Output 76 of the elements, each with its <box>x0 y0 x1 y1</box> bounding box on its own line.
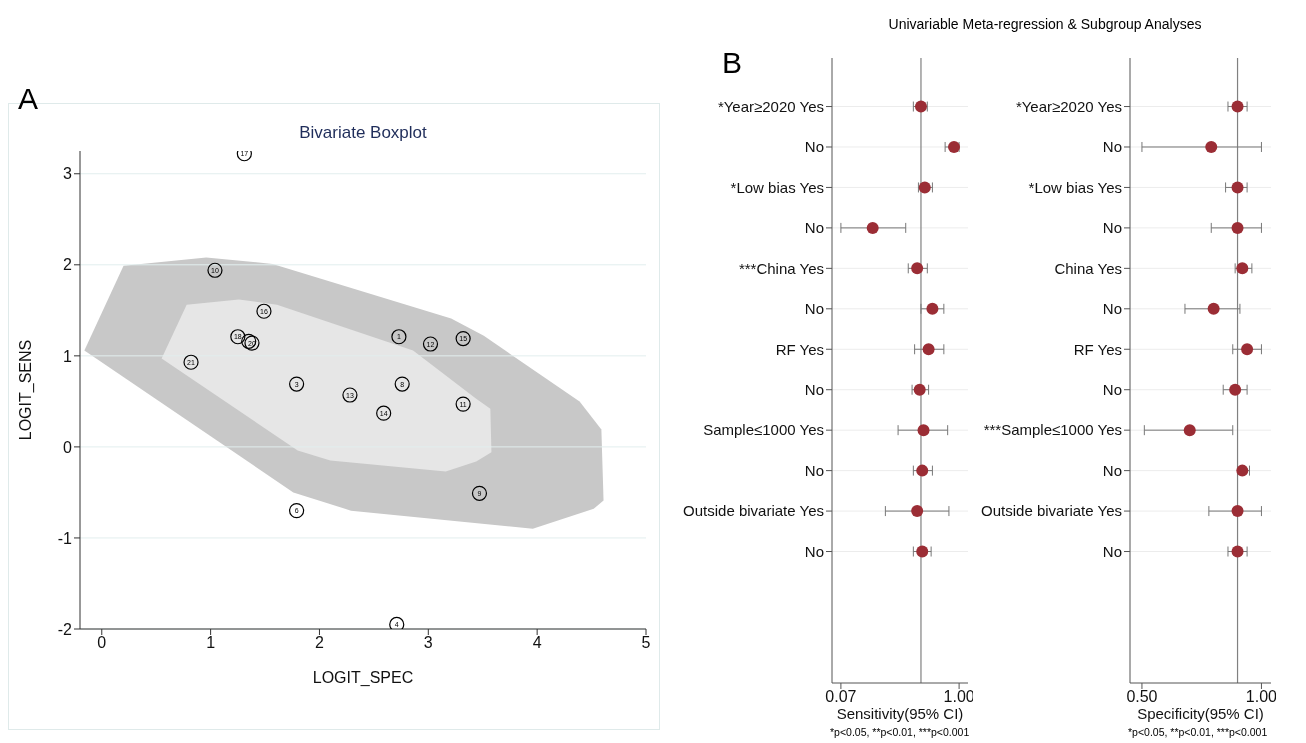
x-tick-label: 0.07 <box>825 688 857 706</box>
y-tick-label: *Low bias Yes <box>730 178 824 196</box>
y-tick-label: Outside bivariate Yes <box>683 502 824 520</box>
point <box>948 141 961 153</box>
x-tick-label: 2 <box>315 634 325 652</box>
point <box>394 376 410 392</box>
y-tick-label: Sample≤1000 Yes <box>703 421 824 439</box>
y-tick-label: No <box>1102 138 1122 156</box>
y-axis-title: LOGIT_SENS <box>16 339 35 441</box>
y-tick-label: 3 <box>63 165 73 183</box>
y-tick-label: No <box>804 542 824 560</box>
point <box>1241 343 1254 356</box>
y-tick-label: No <box>804 461 824 479</box>
y-tick-label: RF Yes <box>1073 340 1122 358</box>
x-tick-label: 3 <box>423 634 433 652</box>
point <box>1207 302 1220 315</box>
y-tick-label: No <box>1102 300 1122 318</box>
y-tick-label: Outside bivariate Yes <box>981 502 1122 520</box>
point <box>1231 221 1244 234</box>
point <box>1229 383 1242 396</box>
text: B <box>722 46 743 80</box>
point <box>866 221 879 234</box>
point <box>1231 181 1244 194</box>
y-tick-label: -2 <box>57 620 73 638</box>
point <box>1236 262 1249 275</box>
y-tick-label: *Low bias Yes <box>1028 178 1122 196</box>
y-tick-label: No <box>1102 461 1122 479</box>
y-tick-label: -1 <box>57 529 73 547</box>
y-tick-label: *Year≥2020 Yes <box>717 97 824 115</box>
point <box>916 464 929 477</box>
y-tick-label: *Year≥2020 Yes <box>1015 97 1122 115</box>
y-tick-label: ***China Yes <box>738 259 824 277</box>
y-tick-label: No <box>1102 542 1122 560</box>
point <box>911 505 924 518</box>
point <box>1231 100 1244 113</box>
y-tick-label: No <box>804 219 824 237</box>
point <box>471 485 488 501</box>
point <box>911 262 924 275</box>
x-tick-label: 0.50 <box>1126 688 1158 706</box>
point <box>1183 424 1196 437</box>
point <box>917 424 930 437</box>
x-tick-label: 1 <box>206 634 216 652</box>
x-axis-title: Specificity(95% CI) <box>1137 705 1264 722</box>
point <box>926 302 939 315</box>
text: Univariable Meta-regression & Subgroup Analyses <box>887 16 1203 32</box>
x-tick-label: 0 <box>97 634 107 652</box>
point <box>1231 505 1244 518</box>
y-tick-label: ***Sample≤1000 Yes <box>983 421 1122 439</box>
x-axis-title: Sensitivity(95% CI) <box>836 705 964 722</box>
x-tick-label: 5 <box>641 634 651 652</box>
y-tick-label: RF Yes <box>775 340 824 358</box>
y-tick-label: No <box>804 138 824 156</box>
text: A <box>18 82 39 116</box>
y-tick-label: No <box>1102 381 1122 399</box>
text: *p<0.05, **p<0.01, ***p<0.001 <box>1128 726 1268 738</box>
point <box>289 376 305 392</box>
y-tick-label: 0 <box>63 438 73 456</box>
y-tick-label: No <box>1102 219 1122 237</box>
point <box>922 343 935 356</box>
point <box>389 616 405 629</box>
y-tick-label: No <box>804 381 824 399</box>
chart-title: Bivariate Boxplot <box>298 123 428 143</box>
y-tick-label: No <box>804 300 824 318</box>
point <box>1231 545 1244 558</box>
x-tick-label: 4 <box>532 634 542 652</box>
point <box>913 383 926 396</box>
text: *p<0.05, **p<0.01, ***p<0.001 <box>830 726 970 738</box>
point <box>916 545 929 558</box>
y-tick-label: 1 <box>63 347 73 365</box>
point <box>1205 141 1218 153</box>
x-tick-label: 1.00 <box>1245 688 1278 706</box>
y-tick-label: 2 <box>63 256 73 274</box>
x-axis-title: LOGIT_SPEC <box>312 669 414 687</box>
point <box>391 329 407 345</box>
point <box>289 503 305 519</box>
y-tick-label: China Yes <box>1054 259 1122 277</box>
